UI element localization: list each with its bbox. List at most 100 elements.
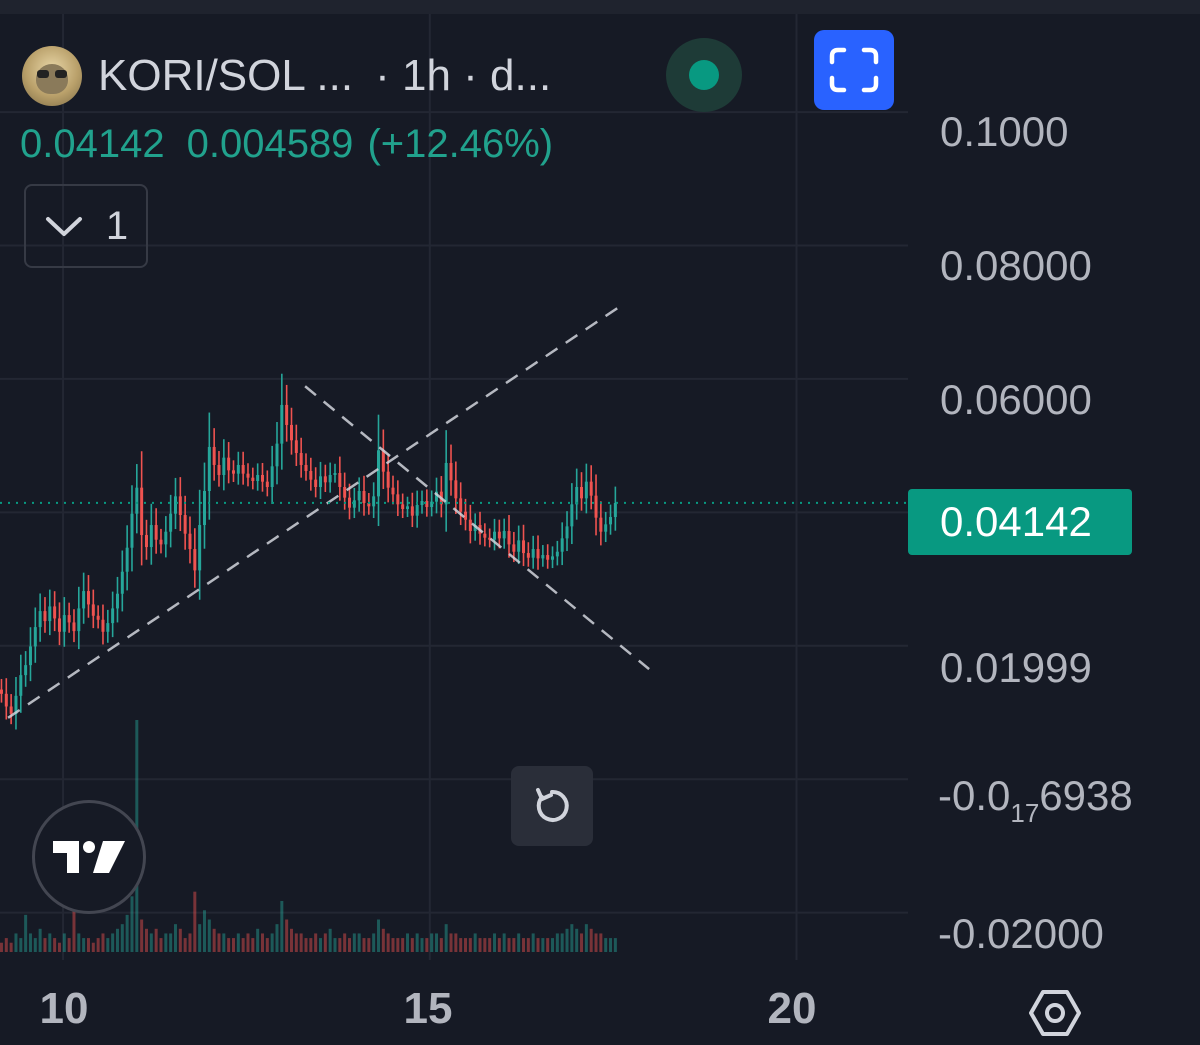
candle-body	[144, 535, 148, 548]
candle-body	[135, 487, 139, 514]
candle-body	[546, 555, 550, 560]
volume-bar	[526, 938, 530, 952]
candle-body	[130, 513, 134, 548]
y-tick-label-subscript: -0.0176938	[938, 772, 1133, 828]
symbol-header[interactable]: KORI/SOL ... · 1h · d...	[22, 44, 551, 108]
candle-body	[120, 571, 124, 594]
candle-body	[526, 553, 530, 558]
tradingview-logo-icon[interactable]	[32, 800, 146, 914]
live-dot	[689, 60, 719, 90]
volume-bar	[497, 938, 501, 952]
candle-body	[459, 498, 463, 512]
candle-body	[38, 611, 42, 628]
volume-bar	[19, 938, 23, 952]
volume-bar	[207, 919, 211, 952]
candle-body	[280, 404, 284, 444]
candle-body	[227, 457, 231, 471]
volume-bar	[454, 933, 458, 952]
volume-bar	[478, 938, 482, 952]
volume-bar	[67, 938, 71, 952]
candle-body	[541, 555, 545, 559]
volume-bar	[493, 933, 497, 952]
candle-body	[140, 487, 144, 536]
candle-body	[536, 549, 540, 559]
candle-body	[106, 623, 110, 632]
volume-bar	[338, 938, 342, 952]
fullscreen-icon	[829, 47, 879, 93]
candle-body	[4, 693, 8, 707]
interval-label[interactable]: · 1h · d...	[375, 51, 552, 100]
volume-bar	[101, 933, 105, 952]
volume-bar	[502, 933, 506, 952]
candle-body	[401, 504, 405, 510]
candle-body	[522, 540, 526, 554]
candle-body	[507, 531, 511, 545]
volume-bar	[115, 928, 119, 952]
candle-body	[265, 481, 269, 487]
candle-body	[512, 544, 516, 552]
settings-button[interactable]	[1026, 986, 1084, 1040]
volume-bar	[72, 910, 76, 952]
chevron-down-icon	[45, 217, 82, 236]
settings-hexagon-icon	[1029, 990, 1081, 1036]
tv-logo-mark	[53, 841, 125, 873]
candle-body	[198, 525, 202, 571]
volume-bar	[449, 933, 453, 952]
candle-body	[19, 675, 23, 696]
volume-bar	[604, 938, 608, 952]
volume-bar	[430, 933, 434, 952]
volume-bar	[82, 938, 86, 952]
volume-bar	[86, 938, 90, 952]
volume-bar	[120, 924, 124, 952]
y-tick-label: 0.08000	[940, 242, 1092, 289]
candle-body	[193, 549, 197, 571]
candle-body	[77, 608, 81, 632]
volume-bar	[435, 933, 439, 952]
volume-bar	[77, 933, 81, 952]
volume-bar	[323, 933, 327, 952]
candle-body	[256, 474, 260, 481]
change-percent: (+12.46%)	[367, 122, 554, 166]
candle-body	[101, 619, 105, 632]
symbol-name[interactable]: KORI/SOL ...	[98, 51, 354, 100]
volume-bar	[522, 938, 526, 952]
candle-body	[62, 615, 66, 632]
volume-bar	[275, 924, 279, 952]
volume-bar	[91, 942, 95, 952]
reset-chart-button[interactable]	[511, 766, 593, 846]
candle-body	[231, 470, 235, 474]
volume-bar	[241, 938, 245, 952]
volume-bar	[202, 910, 206, 952]
candle-body	[9, 706, 13, 714]
indicators-toggle-button[interactable]: 1	[24, 184, 148, 268]
volume-bar	[584, 924, 588, 952]
price-summary: 0.04142 0.004589 (+12.46%)	[20, 122, 553, 167]
volume-bar	[125, 914, 129, 952]
volume-bar	[130, 896, 134, 952]
candle-body	[178, 496, 182, 516]
volume-bar	[0, 942, 3, 952]
candle-body	[372, 496, 376, 507]
volume-bar	[9, 942, 13, 952]
candle-body	[154, 525, 158, 540]
volume-bar	[183, 938, 187, 952]
volume-bar	[246, 933, 250, 952]
candle-body	[159, 539, 163, 545]
candle-body	[149, 525, 153, 548]
indicators-count: 1	[105, 203, 129, 248]
candle-body	[183, 515, 187, 534]
volume-bar	[536, 938, 540, 952]
volume-bar	[256, 928, 260, 952]
candle-body	[318, 476, 322, 487]
volume-bar	[217, 933, 221, 952]
volume-bar	[304, 938, 308, 952]
candle-body	[468, 519, 472, 532]
candle-body	[323, 476, 327, 483]
volume-bar	[140, 919, 144, 952]
volume-bar	[318, 938, 322, 952]
fullscreen-button[interactable]	[814, 30, 894, 110]
candle-body	[604, 524, 608, 532]
volume-bar	[560, 933, 564, 952]
